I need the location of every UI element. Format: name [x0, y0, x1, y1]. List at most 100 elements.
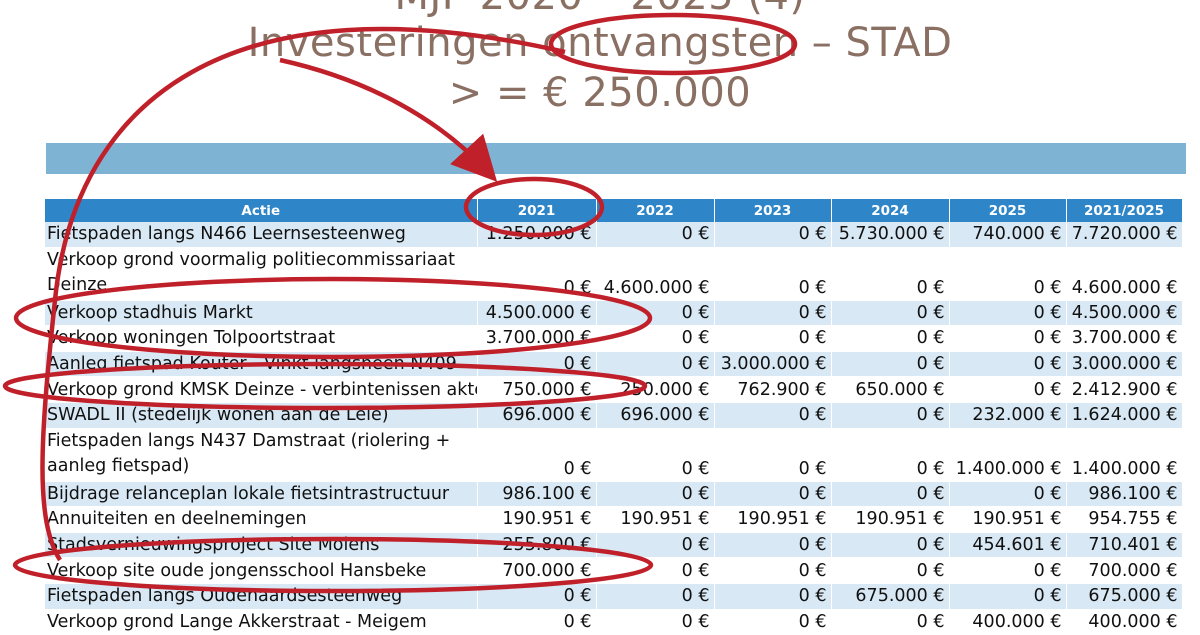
row-value-2022: 0 € [596, 609, 715, 635]
row-value-2023: 190.951 € [714, 506, 832, 533]
row-value-2021-2025: 986.100 € [1066, 481, 1183, 508]
table-row: Verkoop grond Lange Akkerstraat - Meigem… [45, 609, 1183, 635]
table-row: SWADL II (stedelijk wonen aan de Leie) 69… [45, 402, 1183, 429]
table-row: Verkoop woningen Tolpoortstraat 3.700.000… [45, 325, 1183, 352]
row-label: Stadsvernieuwingsproject Site Molens [45, 532, 478, 559]
row-value-2025: 0 € [949, 325, 1067, 352]
row-value-2025: 190.951 € [949, 506, 1067, 533]
row-value-2024: 650.000 € [831, 376, 950, 403]
row-label: Fietspaden langs N466 Leernsesteenweg [45, 222, 478, 248]
row-value-2021-2025: 2.412.900 € [1066, 376, 1183, 403]
row-value-2024: 0 € [831, 300, 950, 327]
row-value-2021: 255.800 € [477, 532, 597, 559]
table-row: Fietspaden langs Oudenaardsesteenweg 0 €0… [45, 583, 1183, 610]
table-row: Verkoop stadhuis Markt 4.500.000 €0 €0 €0… [45, 300, 1183, 327]
row-label: SWADL II (stedelijk wonen aan de Leie) [45, 402, 478, 429]
row-value-2021-2025: 3.700.000 € [1066, 325, 1183, 352]
row-value-2025: 0 € [949, 351, 1067, 378]
row-value-2022: 0 € [596, 325, 715, 352]
row-label: Aanleg fietspad Kouter - Vinkt langsheen… [45, 351, 478, 378]
row-label: Annuiteiten en deelnemingen [45, 506, 478, 533]
row-value-2023: 0 € [714, 481, 832, 508]
row-value-2021: 0 € [477, 351, 597, 378]
row-value-2022: 0 € [596, 481, 715, 508]
row-value-2025: 0 € [949, 557, 1067, 584]
row-value-2024: 0 € [831, 557, 950, 584]
row-value-2021: 0 € [477, 247, 597, 301]
col-header-actie: Actie [45, 199, 478, 222]
row-value-2025: 0 € [949, 300, 1067, 327]
table-row: Verkoop grond KMSK Deinze - verbinteniss… [45, 376, 1183, 403]
decorative-band [46, 143, 1186, 174]
row-label: Verkoop grond KMSK Deinze - verbinteniss… [45, 376, 478, 403]
row-value-2025: 232.000 € [949, 402, 1067, 429]
row-value-2024: 0 € [831, 532, 950, 559]
row-value-2024: 675.000 € [831, 583, 950, 610]
slide-title-line-1: MJP 2020 – 2025 (4) [0, 0, 1200, 19]
row-value-2025: 454.601 € [949, 532, 1067, 559]
row-value-2021-2025: 710.401 € [1066, 532, 1183, 559]
row-value-2022: 0 € [596, 583, 715, 610]
row-value-2022: 4.600.000 € [596, 247, 715, 301]
table-row: Fietspaden langs N437 Damstraat (rioleri… [45, 428, 1183, 482]
row-value-2022: 0 € [596, 557, 715, 584]
row-label: Verkoop woningen Tolpoortstraat [45, 325, 478, 352]
row-value-2023: 3.000.000 € [714, 351, 832, 378]
table-row: Verkoop grond voormalig politiecommissar… [45, 247, 1183, 301]
col-header-2024: 2024 [831, 199, 950, 222]
col-header-2025: 2025 [949, 199, 1067, 222]
table-row: Stadsvernieuwingsproject Site Molens 255.… [45, 532, 1183, 559]
row-value-2023: 0 € [714, 583, 832, 610]
row-value-2021-2025: 4.600.000 € [1066, 247, 1183, 301]
row-value-2021: 0 € [477, 583, 597, 610]
row-value-2024: 0 € [831, 609, 950, 635]
col-header-total: 2021/2025 [1066, 199, 1183, 222]
row-label: Verkoop site oude jongensschool Hansbeke [45, 557, 478, 584]
row-value-2021-2025: 7.720.000 € [1066, 222, 1183, 248]
row-value-2023: 0 € [714, 557, 832, 584]
row-value-2021-2025: 1.400.000 € [1066, 428, 1183, 482]
col-header-2023: 2023 [714, 199, 832, 222]
row-value-2024: 0 € [831, 481, 950, 508]
col-header-2022: 2022 [596, 199, 715, 222]
row-value-2023: 0 € [714, 428, 832, 482]
row-value-2025: 0 € [949, 583, 1067, 610]
row-value-2023: 0 € [714, 609, 832, 635]
row-value-2022: 0 € [596, 351, 715, 378]
row-value-2021-2025: 954.755 € [1066, 506, 1183, 533]
row-label: Bijdrage relanceplan lokale fietsintrast… [45, 481, 478, 508]
row-value-2021: 1.250.000 € [477, 222, 597, 248]
table-row: Annuiteiten en deelnemingen 190.951 €190.… [45, 506, 1183, 533]
slide-title-line-3: > = € 250.000 [448, 70, 752, 116]
row-value-2021-2025: 400.000 € [1066, 609, 1183, 635]
row-value-2025: 740.000 € [949, 222, 1067, 248]
row-value-2021: 986.100 € [477, 481, 597, 508]
row-value-2021: 190.951 € [477, 506, 597, 533]
row-value-2024: 0 € [831, 247, 950, 301]
col-header-2021: 2021 [477, 199, 597, 222]
table-row: Fietspaden langs N466 Leernsesteenweg 1.2… [45, 222, 1183, 248]
row-label: Verkoop grond voormalig politiecommissar… [45, 247, 478, 301]
row-value-2021: 4.500.000 € [477, 300, 597, 327]
row-value-2023: 0 € [714, 222, 832, 248]
row-value-2023: 0 € [714, 300, 832, 327]
row-value-2021-2025: 4.500.000 € [1066, 300, 1183, 327]
row-value-2025: 0 € [949, 376, 1067, 403]
row-value-2022: 696.000 € [596, 402, 715, 429]
row-label: Verkoop grond Lange Akkerstraat - Meigem [45, 609, 478, 635]
row-label: Fietspaden langs N437 Damstraat (rioleri… [45, 428, 478, 482]
row-value-2021-2025: 700.000 € [1066, 557, 1183, 584]
row-value-2021-2025: 1.624.000 € [1066, 402, 1183, 429]
row-value-2024: 5.730.000 € [831, 222, 950, 248]
row-value-2021: 3.700.000 € [477, 325, 597, 352]
row-value-2021-2025: 3.000.000 € [1066, 351, 1183, 378]
row-value-2024: 0 € [831, 402, 950, 429]
row-value-2023: 0 € [714, 532, 832, 559]
table-row: Bijdrage relanceplan lokale fietsintrast… [45, 481, 1183, 508]
row-label: Verkoop stadhuis Markt [45, 300, 478, 327]
row-value-2021: 700.000 € [477, 557, 597, 584]
row-value-2024: 0 € [831, 428, 950, 482]
row-value-2021: 0 € [477, 428, 597, 482]
table-row: Aanleg fietspad Kouter - Vinkt langsheen… [45, 351, 1183, 378]
row-value-2024: 190.951 € [831, 506, 950, 533]
